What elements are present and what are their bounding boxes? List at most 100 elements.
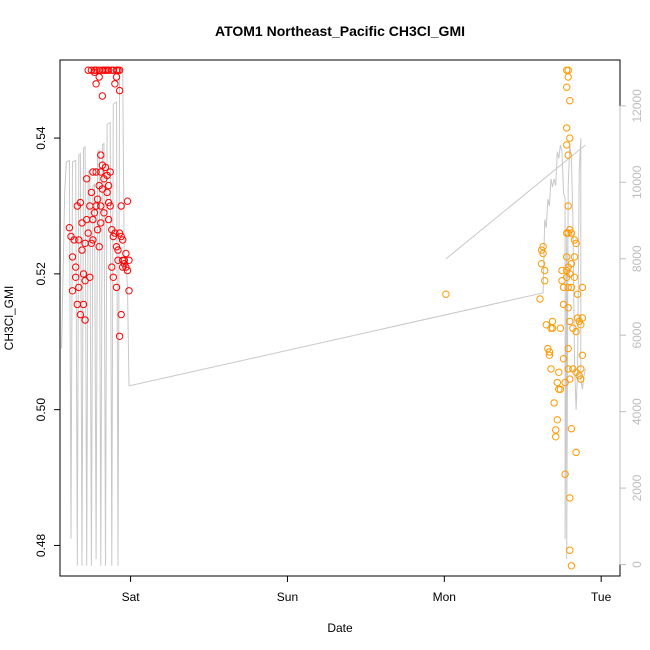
- data-point: [573, 290, 582, 298]
- data-point: [89, 236, 97, 244]
- y-tick-label: 0.52: [34, 262, 48, 286]
- data-point: [76, 310, 85, 319]
- data-points: [65, 66, 587, 570]
- data-point: [90, 68, 99, 76]
- data-point: [553, 416, 561, 424]
- data-point: [95, 243, 103, 251]
- data-point: [548, 317, 557, 326]
- data-point: [123, 197, 132, 205]
- data-point: [567, 562, 576, 570]
- data-point: [115, 332, 124, 340]
- data-point: [573, 314, 582, 322]
- data-point: [566, 375, 574, 383]
- data-point: [104, 181, 113, 190]
- y2-tick-label: 2000: [630, 474, 644, 501]
- data-point: [559, 355, 568, 363]
- data-point: [545, 348, 554, 356]
- data-point: [577, 375, 585, 383]
- data-point: [117, 310, 125, 319]
- data-point: [120, 256, 129, 264]
- data-point: [545, 351, 554, 359]
- data-point: [83, 175, 91, 183]
- x-tick-label: Sat: [122, 590, 141, 604]
- data-point: [101, 163, 110, 172]
- data-point: [541, 266, 549, 275]
- data-point: [73, 300, 82, 309]
- altitude-line-1: [61, 67, 130, 566]
- data-point: [558, 277, 566, 285]
- data-point: [566, 317, 574, 326]
- data-point: [566, 226, 574, 234]
- data-point: [559, 283, 568, 292]
- data-point: [115, 229, 124, 237]
- data-point: [112, 243, 121, 251]
- data-point: [97, 202, 105, 210]
- data-point: [122, 249, 130, 258]
- data-point: [111, 80, 119, 88]
- data-point: [566, 270, 574, 278]
- data-point: [78, 219, 86, 227]
- data-point: [547, 365, 555, 373]
- data-point: [103, 188, 111, 197]
- data-point: [111, 229, 119, 237]
- data-point: [566, 134, 574, 142]
- data-point: [564, 344, 572, 353]
- data-point: [81, 316, 89, 324]
- data-point: [92, 80, 100, 88]
- altitude-series: [61, 67, 586, 566]
- data-point: [442, 290, 450, 298]
- data-point: [567, 283, 576, 292]
- data-point: [97, 151, 105, 159]
- data-point: [563, 124, 571, 132]
- data-point: [65, 224, 74, 232]
- x-axis: Sat Sun Mon Tue: [122, 575, 612, 604]
- data-point: [577, 321, 585, 329]
- data-point: [563, 141, 571, 149]
- data-point: [564, 66, 572, 74]
- data-point: [548, 324, 557, 332]
- data-point: [572, 448, 580, 457]
- data-point: [566, 97, 574, 105]
- data-point: [72, 273, 80, 281]
- data-point: [79, 270, 88, 278]
- data-point: [84, 229, 92, 237]
- data-point: [566, 494, 574, 502]
- y-tick-label: 0.54: [34, 126, 48, 150]
- data-point: [93, 195, 102, 203]
- plot-frame: [59, 59, 621, 577]
- y2-tick-label: 8000: [630, 245, 644, 272]
- data-point: [120, 260, 129, 268]
- data-point: [572, 239, 580, 248]
- data-point: [541, 277, 549, 285]
- data-point: [570, 253, 579, 261]
- data-point: [76, 198, 85, 207]
- y-tick-label: 0.48: [34, 533, 48, 557]
- data-point: [93, 226, 102, 234]
- data-point: [112, 73, 121, 81]
- data-point: [79, 300, 88, 309]
- data-point: [547, 324, 555, 332]
- data-point: [567, 260, 576, 268]
- data-point: [564, 229, 572, 237]
- data-point: [100, 209, 108, 217]
- data-point: [564, 304, 572, 312]
- data-point: [112, 283, 121, 292]
- data-point: [572, 327, 580, 336]
- data-point: [109, 232, 118, 241]
- y2-tick-label: 4000: [630, 398, 644, 425]
- data-point: [104, 215, 113, 224]
- y2-tick-label: 6000: [630, 322, 644, 349]
- data-point: [564, 283, 572, 292]
- data-point: [83, 215, 91, 224]
- data-point: [98, 92, 107, 100]
- data-point: [578, 351, 587, 359]
- data-point: [563, 253, 571, 261]
- data-point: [92, 168, 100, 176]
- x-axis-label: Date: [327, 621, 353, 635]
- x-tick-label: Sun: [277, 590, 298, 604]
- data-point: [117, 232, 125, 241]
- y2-axis: 0 2000 4000 6000 8000 10000 12000: [619, 89, 644, 568]
- data-point: [556, 324, 565, 332]
- data-point: [570, 236, 579, 244]
